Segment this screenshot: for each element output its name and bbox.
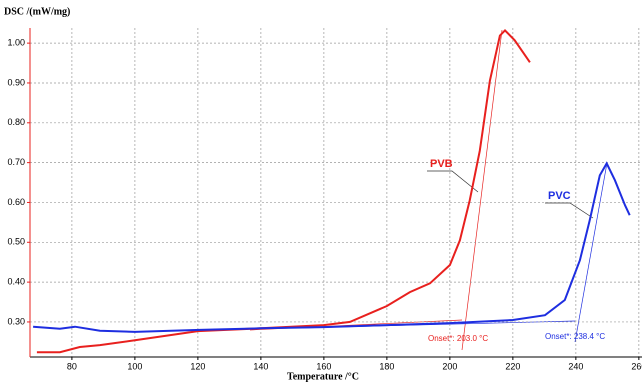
data-line: [36, 28, 531, 354]
series-label: PVC: [548, 190, 571, 202]
y-tick-label: 0.40: [7, 276, 25, 286]
y-tick-label: 0.50: [7, 237, 25, 247]
onset-label: Onset*: 203.0 °C: [428, 334, 488, 343]
y-tick-label: 0.30: [7, 316, 25, 326]
tangent-pvc: [574, 162, 608, 343]
x-tick-label: 120: [190, 361, 205, 371]
tangent-pvb: [461, 29, 503, 351]
series-label: PVB: [430, 158, 453, 170]
x-tick-label: 260: [631, 361, 642, 371]
x-axis-label: Temperature /°C: [287, 371, 359, 382]
x-tick-label: 220: [505, 361, 520, 371]
leader-pvc: [545, 202, 594, 219]
y-tick-label: 0.60: [7, 197, 25, 207]
x-tick-label: 180: [379, 361, 394, 371]
y-tick-label: 0.80: [7, 117, 25, 127]
y-axis-label: DSC /(mW/mg): [4, 6, 70, 17]
x-tick-label: 80: [67, 361, 77, 371]
leader-pvb: [427, 170, 479, 193]
data-line: [33, 161, 631, 333]
x-tick-label: 160: [316, 361, 331, 371]
x-tick-label: 240: [568, 361, 583, 371]
onset-label: Onset*: 238.4 °C: [545, 332, 605, 341]
x-tick-label: 140: [253, 361, 268, 371]
x-tick-label: 200: [442, 361, 457, 371]
y-tick-label: 0.70: [7, 157, 25, 167]
y-tick-label: 0.90: [7, 77, 25, 87]
y-tick-label: 1.00: [7, 38, 25, 48]
x-tick-label: 100: [127, 361, 142, 371]
